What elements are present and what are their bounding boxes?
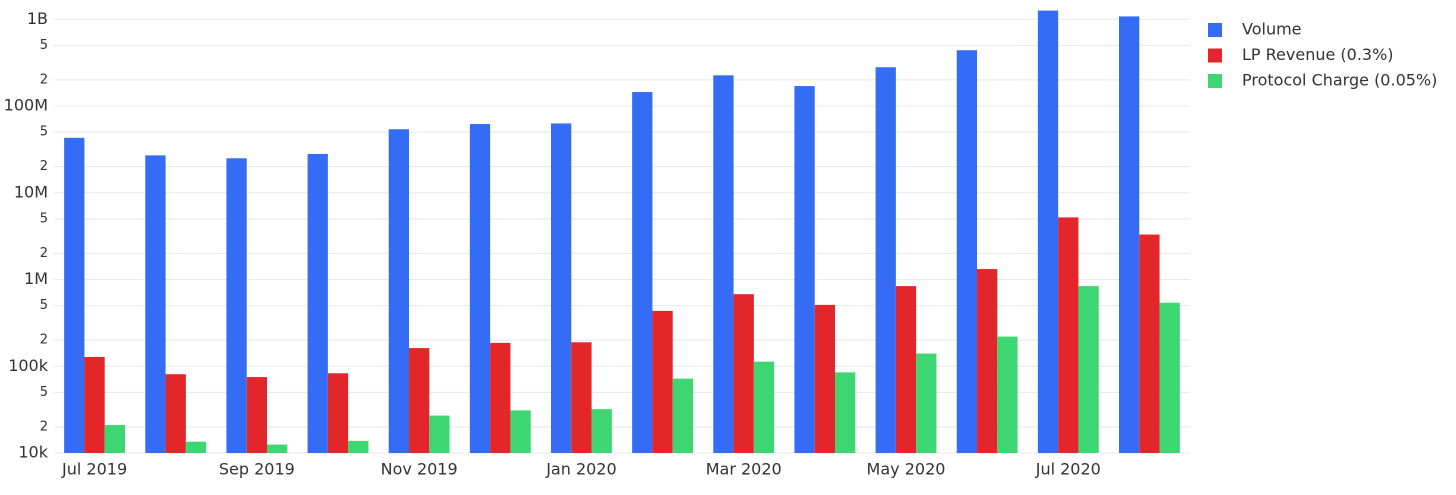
y-tick-label: 10k [18,443,48,462]
x-tick-label: Nov 2019 [381,460,458,479]
y-tick-label: 5 [40,385,48,400]
bar [652,310,673,453]
bar [409,348,430,453]
legend-label[interactable]: Protocol Charge (0.05%) [1242,71,1437,90]
bar [307,153,328,453]
legend-swatch[interactable] [1208,48,1222,63]
bar [571,342,592,453]
bar [429,415,450,453]
bar [490,342,511,453]
bar [64,137,85,453]
y-tick-label: 2 [40,246,48,261]
bar [1119,16,1140,453]
bar [1159,302,1180,453]
y-tick-label: 2 [40,419,48,434]
x-tick-label: Sep 2019 [219,460,295,479]
y-tick-label: 2 [40,72,48,87]
bar [388,129,409,453]
x-tick-label: Jul 2020 [1035,460,1101,479]
bar [875,67,896,453]
bar [672,378,693,453]
bar [835,372,856,453]
bar [753,361,775,453]
bar [551,123,572,454]
bar [246,377,267,453]
bar [733,294,754,453]
bar [1037,10,1059,454]
bar [977,269,998,453]
y-tick-label: 2 [40,159,48,174]
bar [327,373,349,453]
bar [510,410,531,453]
y-tick-label: 5 [40,211,48,226]
bar [1078,286,1099,453]
x-tick-label: Mar 2020 [706,460,782,479]
legend-label[interactable]: LP Revenue (0.3%) [1242,45,1394,64]
y-tick-label: 100k [8,356,49,375]
bar [226,158,247,453]
bar [267,444,288,453]
bar [632,92,653,453]
x-tick-label: Jan 2020 [545,460,616,479]
legend-swatch[interactable] [1208,23,1222,37]
bar [348,440,369,453]
bar [104,425,125,453]
y-tick-label: 100M [4,96,48,115]
y-tick-label: 5 [40,298,48,313]
legend-label[interactable]: Volume [1242,20,1302,39]
bar [145,155,166,454]
x-tick-label: May 2020 [867,460,946,479]
y-tick-label: 5 [40,125,48,140]
bar [916,353,937,453]
bar [956,50,977,454]
x-tick-label: Jul 2019 [61,460,127,479]
bar [895,286,917,453]
bar [1058,217,1079,453]
bar [185,441,207,453]
bar [814,304,835,453]
bar [165,374,186,453]
y-tick-label: 5 [40,38,48,53]
bar [1139,234,1160,453]
legend-swatch[interactable] [1208,74,1222,88]
bar [469,124,491,453]
y-tick-label: 1M [24,269,48,288]
bar [997,336,1018,453]
bar [84,356,105,453]
y-tick-label: 1B [27,9,48,28]
y-tick-label: 2 [40,333,48,348]
bar [794,86,815,453]
y-tick-label: 10M [14,182,48,201]
bar [591,409,612,453]
bar [713,75,734,453]
